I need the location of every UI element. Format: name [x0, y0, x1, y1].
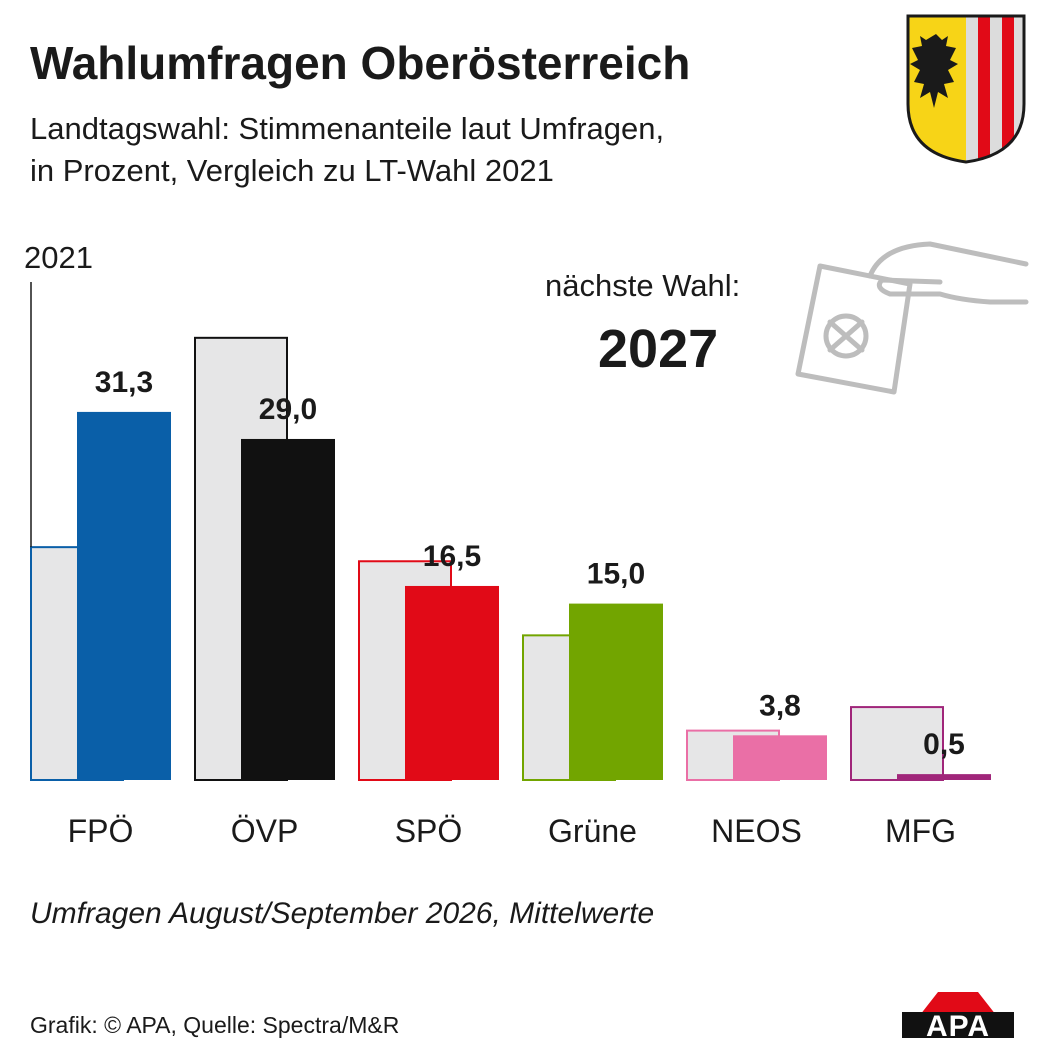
category-label-ÖVP: ÖVP	[231, 813, 299, 849]
value-label-MFG: 0,5	[923, 728, 965, 761]
bar-poll-SPÖ	[405, 585, 499, 780]
category-label-FPÖ: FPÖ	[68, 813, 134, 849]
next-election-year: 2027	[598, 319, 719, 379]
bar-poll-ÖVP	[241, 438, 335, 780]
value-label-ÖVP: 29,0	[259, 393, 317, 426]
bar-chart: 31,3 FPÖ 29,0 ÖVP 16,5 SPÖ 15,0 Grüne 3,8 NEOS 0,5…	[24, 240, 991, 849]
bar-poll-MFG	[897, 774, 991, 780]
category-label-NEOS: NEOS	[711, 813, 802, 849]
chart-note: Umfragen August/September 2026, Mittelwe…	[30, 897, 655, 930]
bar-2021-MFG	[850, 706, 944, 782]
upper-austria-coat-of-arms-icon	[906, 14, 1026, 164]
bar-poll-NEOS	[733, 735, 827, 780]
category-label-MFG: MFG	[885, 813, 956, 849]
bar-poll-FPÖ	[77, 411, 171, 780]
value-label-NEOS: 3,8	[759, 689, 801, 722]
apa-logo-text: APA	[925, 1010, 991, 1043]
subtitle-line-2: in Prozent, Vergleich zu LT-Wahl 2021	[30, 153, 554, 188]
apa-logo-icon	[902, 992, 1014, 1038]
value-label-FPÖ: 31,3	[95, 366, 153, 399]
chart-title: Wahlumfragen Oberösterreich	[30, 37, 691, 89]
chart-subtitle: Landtagswahl: Stimmenanteile laut Umfrag…	[30, 108, 850, 192]
subtitle-line-1: Landtagswahl: Stimmenanteile laut Umfrag…	[30, 111, 665, 146]
baseline-year-label: 2021	[24, 240, 93, 275]
category-label-SPÖ: SPÖ	[395, 813, 463, 849]
value-label-SPÖ: 16,5	[423, 540, 481, 573]
hand-ballot-icon	[795, 241, 1029, 395]
category-label-Grüne: Grüne	[548, 813, 637, 849]
next-election-label: nächste Wahl:	[545, 268, 741, 303]
chart-source: Grafik: © APA, Quelle: Spectra/M&R	[30, 1012, 400, 1038]
bar-poll-Grüne	[569, 603, 663, 780]
value-label-Grüne: 15,0	[587, 558, 645, 591]
